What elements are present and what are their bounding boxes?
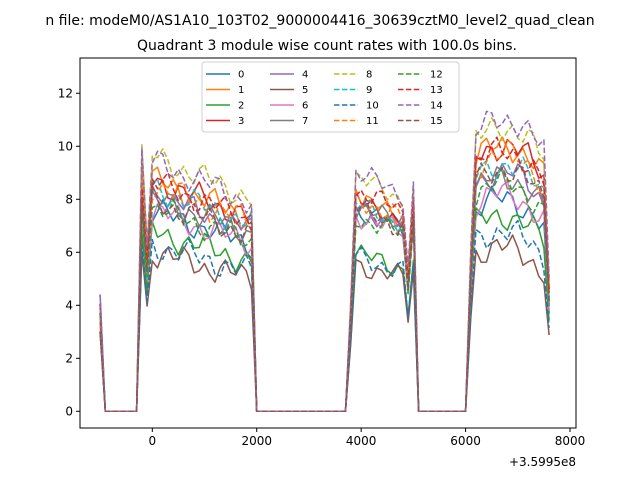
- x-tick-label: 4000: [346, 434, 377, 448]
- y-tick-label: 0: [65, 404, 73, 418]
- series-line-2: [99, 207, 550, 413]
- legend-label-1: 1: [238, 85, 244, 96]
- legend-label-5: 5: [302, 85, 308, 96]
- y-tick-label: 4: [65, 298, 73, 312]
- legend-label-10: 10: [366, 101, 379, 112]
- series-line-13: [99, 136, 550, 413]
- series-line-3: [99, 138, 550, 413]
- legend-label-15: 15: [430, 116, 443, 127]
- series-line-8: [99, 117, 550, 413]
- series-line-14: [99, 110, 550, 413]
- legend-label-13: 13: [430, 85, 443, 96]
- chart-suptitle: n file: modeM0/AS1A10_103T02_9000004416_…: [45, 13, 594, 29]
- chart-title: Quadrant 3 module wise count rates with …: [137, 38, 517, 54]
- y-tick-label: 10: [58, 139, 73, 153]
- y-tick-label: 2: [65, 351, 73, 365]
- series-line-0: [99, 185, 550, 413]
- legend-label-12: 12: [430, 70, 443, 81]
- legend-frame: [201, 61, 460, 133]
- legend-label-9: 9: [366, 85, 372, 96]
- legend-label-7: 7: [302, 116, 308, 127]
- series-line-11: [99, 139, 550, 413]
- series-line-15: [99, 162, 550, 413]
- series-layer: [99, 110, 550, 413]
- x-tick-label: 0: [148, 434, 156, 448]
- axes-frame: [79, 57, 577, 429]
- y-tick-label: 12: [58, 86, 73, 100]
- legend-label-6: 6: [302, 101, 308, 112]
- series-line-4: [99, 163, 550, 413]
- legend-label-3: 3: [238, 116, 244, 127]
- x-tick-label: 8000: [555, 434, 586, 448]
- x-offset-text: +3.5995e8: [509, 455, 576, 469]
- y-tick-label: 8: [65, 192, 73, 206]
- legend-label-8: 8: [366, 70, 372, 81]
- x-tick-label: 6000: [450, 434, 481, 448]
- legend-label-14: 14: [430, 101, 443, 112]
- series-line-10: [99, 219, 550, 413]
- series-line-5: [99, 234, 550, 413]
- y-tick-label: 6: [65, 245, 73, 259]
- legend-label-0: 0: [238, 70, 244, 81]
- x-tick-label: 2000: [241, 434, 272, 448]
- legend-label-2: 2: [238, 101, 244, 112]
- legend-label-11: 11: [366, 116, 379, 127]
- legend-label-4: 4: [302, 70, 308, 81]
